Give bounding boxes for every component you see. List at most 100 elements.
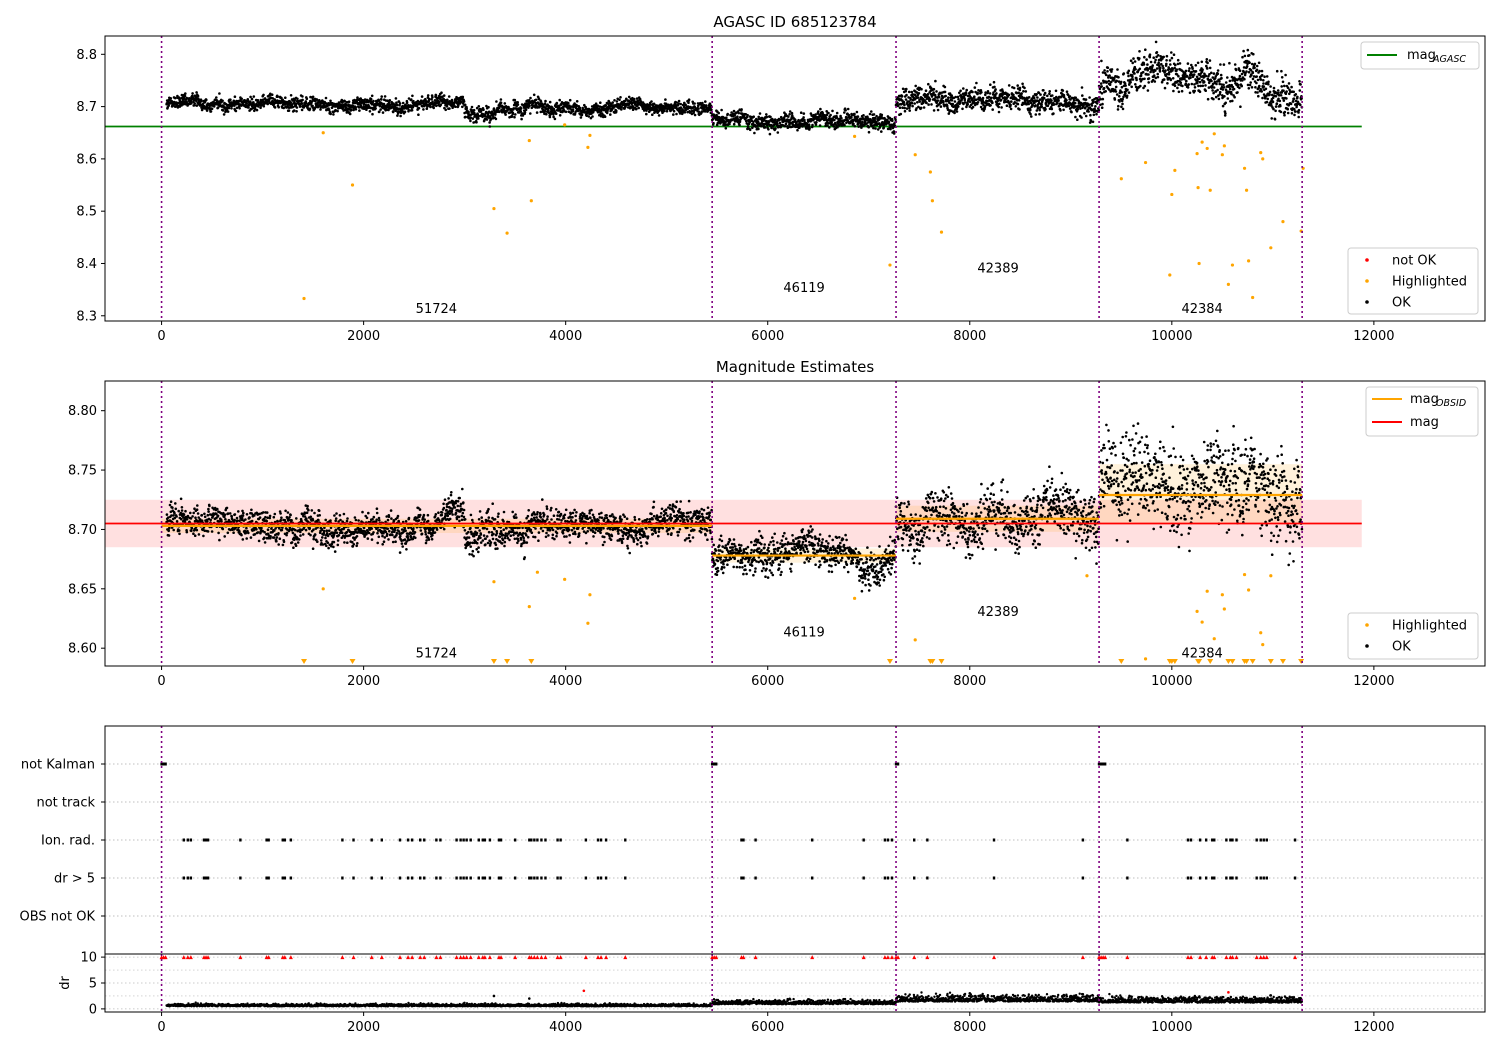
ok-point [835, 111, 839, 115]
ok-point [1221, 104, 1225, 108]
ok-point [740, 108, 743, 111]
ok-point [345, 100, 349, 104]
ok-point [811, 123, 814, 127]
ok-point [354, 105, 358, 109]
highlighted-point [1195, 152, 1199, 156]
ok-point [230, 515, 233, 518]
ok-point [880, 113, 884, 117]
ok-point [843, 111, 846, 114]
ok-point [1176, 86, 1179, 90]
ok-point [238, 530, 241, 533]
ok-point [1035, 109, 1039, 112]
highlighted-point [1170, 192, 1174, 197]
ok-point [1166, 82, 1169, 85]
ok-point [457, 104, 460, 107]
ok-point [1206, 61, 1209, 65]
highlighted-point [1251, 295, 1255, 300]
ok-point [1007, 84, 1011, 87]
ok-point [840, 116, 843, 120]
ok-point [1149, 60, 1153, 64]
ok-point [1206, 67, 1209, 70]
ok-point [265, 519, 269, 523]
ok-point [917, 92, 921, 95]
ok-point [776, 122, 779, 126]
ok-point [553, 117, 557, 121]
ok-point [410, 98, 413, 101]
ok-point [420, 95, 424, 98]
ok-point [1293, 113, 1296, 117]
ok-point [903, 109, 907, 113]
ok-point [191, 515, 194, 518]
ok-point [1267, 82, 1270, 86]
ok-point [880, 130, 883, 133]
ok-point [757, 127, 760, 131]
ok-point [828, 126, 831, 129]
ok-point [1165, 59, 1168, 62]
ok-point [765, 113, 768, 116]
ok-point [1164, 69, 1167, 72]
ok-point [388, 99, 392, 102]
ok-point [1248, 54, 1251, 57]
ok-point [701, 101, 704, 105]
ok-point [399, 114, 402, 118]
ok-point [1168, 59, 1172, 62]
ok-point [971, 90, 974, 94]
ok-point [1253, 62, 1257, 66]
ok-point [205, 98, 208, 102]
ok-point [914, 84, 917, 88]
ok-point [1269, 85, 1272, 88]
ok-point [1009, 103, 1012, 107]
ok-point [867, 125, 870, 129]
ok-point [539, 100, 543, 103]
ok-point [513, 115, 516, 119]
ok-point [1094, 105, 1097, 108]
ok-point [916, 101, 919, 104]
ok-point [1143, 55, 1146, 59]
ok-point [192, 532, 195, 535]
ok-point [1289, 102, 1293, 106]
ok-point [1153, 80, 1157, 83]
highlighted-point [588, 133, 592, 137]
ok-point [1158, 70, 1162, 73]
ok-point [216, 514, 220, 518]
ok-point [965, 88, 968, 92]
ok-point [233, 104, 236, 107]
ok-point [279, 512, 282, 515]
ok-point [310, 509, 314, 512]
ok-point [343, 100, 347, 103]
ok-point [1038, 108, 1041, 112]
ok-point [220, 520, 223, 523]
ok-point [1198, 80, 1202, 84]
ok-point [1210, 79, 1213, 83]
ok-point [1274, 94, 1278, 98]
ok-point [1014, 105, 1018, 108]
ok-point [1023, 86, 1026, 90]
ok-point [1208, 59, 1212, 62]
ok-point [1267, 80, 1270, 84]
ok-point [1239, 105, 1242, 108]
highlighted-point [930, 199, 934, 203]
ok-point [868, 112, 872, 116]
ok-point [1298, 89, 1302, 92]
ok-point [650, 100, 653, 103]
ok-point [675, 112, 678, 116]
ok-point [252, 95, 256, 98]
ok-point [579, 116, 583, 119]
ok-point [1107, 79, 1111, 83]
ok-point [908, 106, 911, 110]
ok-point [637, 106, 640, 110]
highlighted-point [1200, 140, 1204, 144]
ok-point [285, 531, 289, 535]
ok-point [1134, 68, 1137, 71]
ok-point [796, 128, 799, 132]
highlighted-point [321, 131, 325, 135]
ok-point [311, 547, 315, 550]
ok-point [240, 516, 244, 520]
ok-point [962, 87, 965, 90]
x-tick-label: 8000 [953, 329, 986, 344]
ok-point [309, 515, 313, 519]
ok-point [1294, 110, 1297, 113]
ok-point [913, 102, 916, 105]
ok-point [382, 102, 386, 106]
